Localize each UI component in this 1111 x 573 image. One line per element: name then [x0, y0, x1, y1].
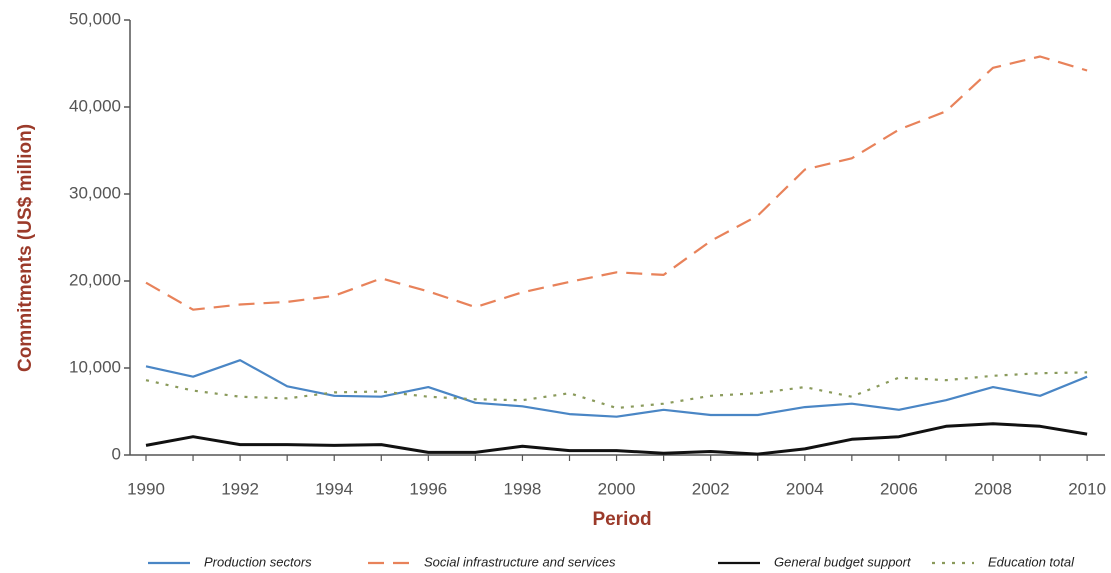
series-line	[145, 422, 1088, 456]
x-tick-label: 1998	[504, 479, 542, 498]
legend-label: Education total	[988, 554, 1075, 569]
x-tick-label: 2008	[974, 479, 1012, 498]
x-tick-label: 2000	[598, 479, 636, 498]
legend-label: General budget support	[774, 554, 912, 569]
x-tick-label: 1994	[315, 479, 353, 498]
y-tick-label: 0	[112, 444, 121, 463]
x-tick-label: 1996	[409, 479, 447, 498]
y-tick-label: 40,000	[69, 96, 121, 115]
y-tick-label: 50,000	[69, 9, 121, 28]
x-axis-label: Period	[592, 509, 651, 530]
x-tick-label: 1992	[221, 479, 259, 498]
y-tick-label: 30,000	[69, 183, 121, 202]
legend-label: Social infrastructure and services	[424, 554, 616, 569]
series-line	[145, 55, 1088, 311]
legend-label: Production sectors	[204, 554, 312, 569]
x-tick-label: 2010	[1068, 479, 1106, 498]
x-tick-label: 2006	[880, 479, 918, 498]
x-tick-label: 2004	[786, 479, 824, 498]
y-axis-label: Commitments (US$ million)	[15, 124, 36, 372]
y-tick-label: 10,000	[69, 357, 121, 376]
series-line	[145, 371, 1088, 410]
x-tick-label: 1990	[127, 479, 165, 498]
x-tick-label: 2002	[692, 479, 730, 498]
y-tick-label: 20,000	[69, 270, 121, 289]
series-line	[145, 359, 1088, 418]
